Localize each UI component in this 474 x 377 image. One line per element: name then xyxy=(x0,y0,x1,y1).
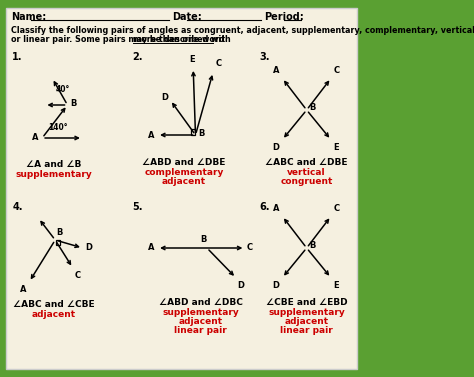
Text: D: D xyxy=(237,281,245,290)
Text: D: D xyxy=(85,244,92,253)
Text: A: A xyxy=(32,133,38,143)
Text: B: B xyxy=(309,242,315,250)
Text: D: D xyxy=(272,281,279,290)
Bar xyxy=(56,240,60,245)
Text: ∠A and ∠B: ∠A and ∠B xyxy=(26,160,82,169)
Text: 6.: 6. xyxy=(259,202,270,212)
Text: congruent: congruent xyxy=(281,177,333,186)
Text: A: A xyxy=(19,285,26,294)
Text: C: C xyxy=(247,244,253,253)
Text: E: E xyxy=(334,143,339,152)
Text: D: D xyxy=(272,143,279,152)
Text: or linear pair. Some pairs may be described with: or linear pair. Some pairs may be descri… xyxy=(11,35,233,44)
Text: vertical: vertical xyxy=(287,168,326,177)
Text: complementary: complementary xyxy=(144,168,224,177)
Text: .: . xyxy=(214,35,217,44)
Text: A: A xyxy=(273,204,280,213)
Text: ∠ABD and ∠DBE: ∠ABD and ∠DBE xyxy=(142,158,226,167)
Text: B: B xyxy=(200,235,206,244)
Text: C: C xyxy=(334,66,339,75)
Text: A: A xyxy=(148,130,155,139)
Text: C: C xyxy=(215,59,221,68)
Text: Date:: Date: xyxy=(172,12,201,22)
Text: A: A xyxy=(148,244,155,253)
Text: ∠ABC and ∠DBE: ∠ABC and ∠DBE xyxy=(265,158,348,167)
Text: adjacent: adjacent xyxy=(179,317,223,326)
Text: B: B xyxy=(57,228,63,237)
Text: ∠CBE and ∠EBD: ∠CBE and ∠EBD xyxy=(266,298,347,307)
Text: B: B xyxy=(70,98,76,107)
Text: supplementary: supplementary xyxy=(15,170,92,179)
Text: more than one word: more than one word xyxy=(133,35,224,44)
Text: 1.: 1. xyxy=(12,52,23,62)
Text: 40°: 40° xyxy=(55,86,70,95)
Text: 3.: 3. xyxy=(259,52,270,62)
Text: adjacent: adjacent xyxy=(162,177,206,186)
FancyBboxPatch shape xyxy=(6,8,357,369)
Text: 140°: 140° xyxy=(48,124,68,132)
Text: B: B xyxy=(198,129,204,138)
Text: E: E xyxy=(334,281,339,290)
Text: ∠ABD and ∠DBC: ∠ABD and ∠DBC xyxy=(159,298,243,307)
Text: ∠ABC and ∠CBE: ∠ABC and ∠CBE xyxy=(13,300,94,309)
Text: supplementary: supplementary xyxy=(163,308,239,317)
Text: Period:: Period: xyxy=(264,12,303,22)
Text: 5.: 5. xyxy=(132,202,142,212)
Text: D: D xyxy=(161,92,168,101)
Text: E: E xyxy=(189,55,194,64)
Bar xyxy=(191,129,195,135)
Text: linear pair: linear pair xyxy=(174,326,227,335)
Text: supplementary: supplementary xyxy=(268,308,345,317)
Text: Name:: Name: xyxy=(11,12,46,22)
Text: C: C xyxy=(74,271,81,280)
Text: 2.: 2. xyxy=(132,52,142,62)
Text: C: C xyxy=(334,204,339,213)
Text: linear pair: linear pair xyxy=(280,326,333,335)
Text: 4.: 4. xyxy=(12,202,23,212)
Text: A: A xyxy=(273,66,280,75)
Text: adjacent: adjacent xyxy=(32,310,76,319)
Text: adjacent: adjacent xyxy=(284,317,328,326)
Text: Classify the following pairs of angles as congruent, adjacent, supplementary, co: Classify the following pairs of angles a… xyxy=(11,26,474,35)
Text: B: B xyxy=(309,104,315,112)
